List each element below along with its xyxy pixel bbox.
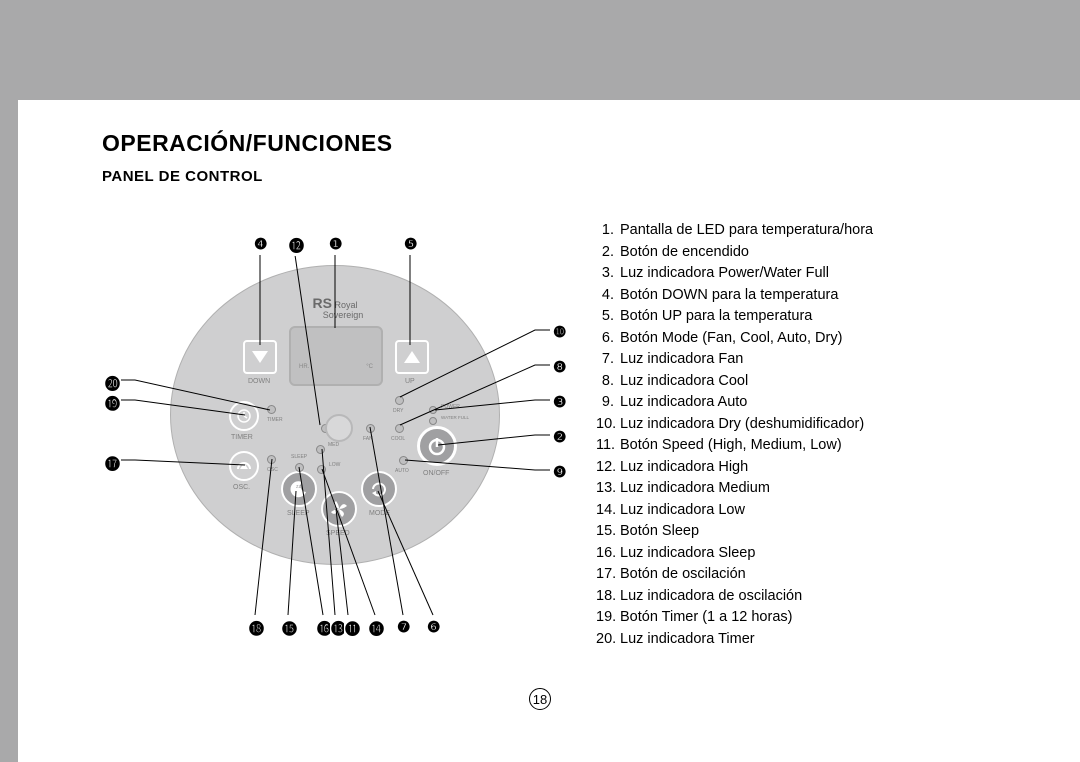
panel-body: RS Royal Sovereign HR. °C DOWN UP TIMER … — [170, 265, 500, 565]
legend-item: 19.Botón Timer (1 a 12 horas) — [596, 607, 873, 629]
down-label: DOWN — [248, 378, 270, 385]
legend-item: 7.Luz indicadora Fan — [596, 349, 873, 371]
power-led — [429, 406, 437, 414]
lcd-hr-label: HR. — [299, 364, 309, 370]
cool-led — [395, 424, 404, 433]
callout-5: ❺ — [403, 235, 418, 253]
ir-window — [325, 414, 353, 442]
mode-label: MODE — [369, 510, 390, 517]
low-led — [317, 465, 326, 474]
lcd-c-label: °C — [366, 364, 373, 370]
sleep-led — [295, 463, 304, 472]
sleep-label: SLEEP — [287, 510, 310, 517]
callout-17: ⓱ — [104, 453, 121, 474]
callout-10: ❿ — [552, 323, 567, 341]
fan-icon — [329, 499, 349, 519]
top-banner — [0, 0, 1080, 100]
page-number: 18 — [529, 688, 551, 710]
moon-icon: zzz — [290, 480, 308, 498]
legend-item: 14.Luz indicadora Low — [596, 500, 873, 522]
power-button[interactable] — [417, 426, 457, 466]
legend-item: 5.Botón UP para la temperatura — [596, 306, 873, 328]
callout-4: ❹ — [253, 235, 268, 253]
auto-led — [399, 456, 408, 465]
sleep-button[interactable]: zzz — [281, 471, 317, 507]
legend-item: 9.Luz indicadora Auto — [596, 392, 873, 414]
brand-logo: RS Royal Sovereign — [307, 298, 364, 320]
down-button[interactable] — [243, 340, 277, 374]
callout-20: ⓴ — [104, 373, 121, 394]
legend-item: 11.Botón Speed (High, Medium, Low) — [596, 435, 873, 457]
timer-led — [267, 405, 276, 414]
triangle-down-icon — [252, 351, 268, 363]
onoff-label: ON/OFF — [423, 470, 449, 477]
section-title: PANEL DE CONTROL — [102, 168, 263, 185]
callout-18: ⓲ — [248, 618, 265, 639]
legend-item: 17.Botón de oscilación — [596, 564, 873, 586]
osc-label: OSC. — [233, 484, 250, 491]
callout-2: ❷ — [552, 428, 567, 446]
osc-led — [267, 455, 276, 464]
legend-item: 20.Luz indicadora Timer — [596, 629, 873, 651]
speed-button[interactable] — [321, 491, 357, 527]
osc-button[interactable] — [229, 451, 259, 481]
control-panel-diagram: RS Royal Sovereign HR. °C DOWN UP TIMER … — [120, 245, 580, 675]
clock-icon — [236, 408, 252, 424]
speed-label: SPEED — [326, 530, 350, 537]
legend-item: 13.Luz indicadora Medium — [596, 478, 873, 500]
mode-button[interactable] — [361, 471, 397, 507]
legend-item: 6.Botón Mode (Fan, Cool, Auto, Dry) — [596, 328, 873, 350]
triangle-up-icon — [404, 351, 420, 363]
legend-list: 1.Pantalla de LED para temperatura/hora … — [596, 220, 873, 650]
legend-item: 16.Luz indicadora Sleep — [596, 543, 873, 565]
fan-led — [366, 424, 375, 433]
svg-text:zzz: zzz — [296, 484, 304, 490]
page-title: OPERACIÓN/FUNCIONES — [102, 130, 393, 157]
up-label: UP — [405, 378, 415, 385]
timer-button[interactable] — [229, 401, 259, 431]
legend-item: 3.Luz indicadora Power/Water Full — [596, 263, 873, 285]
callout-6: ❻ — [426, 618, 441, 636]
legend-item: 1.Pantalla de LED para temperatura/hora — [596, 220, 873, 242]
callout-7: ❼ — [396, 618, 411, 636]
waterfull-led — [429, 417, 437, 425]
legend-item: 2.Botón de encendido — [596, 242, 873, 264]
callout-19: ⓳ — [104, 393, 121, 414]
legend-item: 10.Luz indicadora Dry (deshumidificador) — [596, 414, 873, 436]
up-button[interactable] — [395, 340, 429, 374]
legend-item: 4.Botón DOWN para la temperatura — [596, 285, 873, 307]
callout-11: ⓫ — [344, 618, 361, 639]
osc-icon — [236, 461, 252, 471]
legend-item: 18.Luz indicadora de oscilación — [596, 586, 873, 608]
page-left-margin — [0, 100, 18, 762]
dry-led — [395, 396, 404, 405]
cycle-icon — [370, 480, 388, 498]
callout-1: ❶ — [328, 235, 343, 253]
callout-12: ⓬ — [288, 235, 305, 256]
power-icon — [427, 436, 447, 456]
lcd-display: HR. °C — [289, 326, 383, 386]
legend-item: 8.Luz indicadora Cool — [596, 371, 873, 393]
callout-14: ⓮ — [368, 618, 385, 639]
callout-3: ❸ — [552, 393, 567, 411]
timer-label: TIMER — [231, 434, 253, 441]
med-led — [316, 445, 325, 454]
callout-8: ❽ — [552, 358, 567, 376]
callout-9: ❾ — [552, 463, 567, 481]
legend-item: 12.Luz indicadora High — [596, 457, 873, 479]
callout-15: ⓯ — [281, 618, 298, 639]
legend-item: 15.Botón Sleep — [596, 521, 873, 543]
